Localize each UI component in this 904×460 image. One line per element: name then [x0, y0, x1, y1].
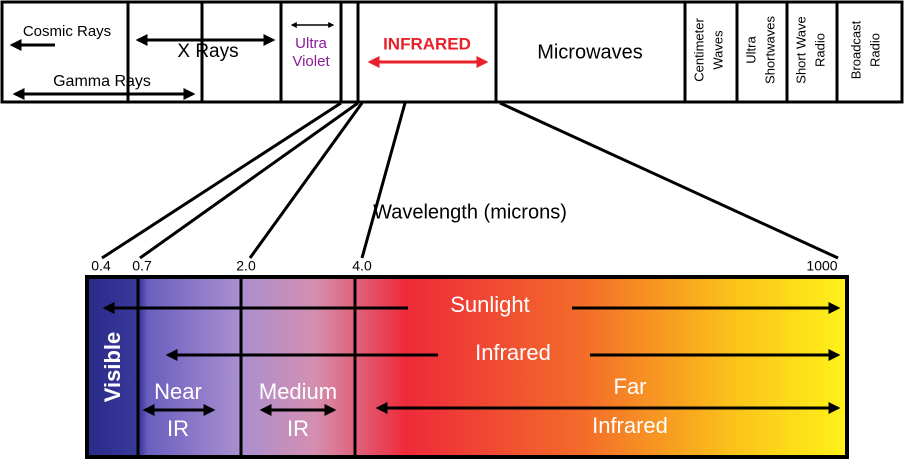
axis-title: Wavelength (microns)	[373, 201, 567, 223]
region-label: Near	[154, 379, 202, 404]
spectrum-box: Sunlight Infrared Visible Near IR Medium…	[85, 275, 849, 459]
band-label: Microwaves	[537, 41, 643, 63]
region-label: IR	[167, 416, 189, 441]
band-label: Waves	[710, 30, 725, 70]
band-label: Gamma Rays	[53, 73, 151, 90]
region-label: Visible	[100, 332, 125, 403]
region-label: Far	[614, 374, 647, 399]
band-label: Violet	[292, 53, 330, 70]
band-label: Cosmic Rays	[23, 23, 111, 40]
band-label: X Rays	[177, 41, 238, 62]
band-label: Radio	[812, 33, 827, 67]
tick-label: 2.0	[236, 258, 256, 274]
zoom-lines	[101, 101, 839, 260]
region-label: Infrared	[475, 340, 551, 365]
tick-label: 1000	[806, 258, 837, 274]
spectrum-header: Cosmic Rays Gamma Rays X Rays Ultra Viol…	[0, 0, 904, 104]
band-label: Ultra	[743, 36, 758, 64]
band-label: Centimeter	[691, 18, 706, 82]
tick-label: 0.4	[91, 258, 111, 274]
tick-label: 0.7	[132, 258, 152, 274]
band-label: Broadcast	[848, 20, 863, 79]
region-label: IR	[287, 416, 309, 441]
band-label: Short Wave	[793, 16, 808, 83]
band-label: Shortwaves	[762, 16, 777, 84]
band-label: Ultra	[295, 35, 327, 52]
tick-label: 4.0	[352, 258, 372, 274]
band-label: INFRARED	[383, 34, 471, 53]
band-label: Radio	[867, 33, 882, 67]
region-label: Sunlight	[450, 292, 530, 317]
region-label: Medium	[259, 379, 337, 404]
region-label: Infrared	[592, 413, 668, 438]
axis-ticks: 0.4 0.7 2.0 4.0 1000	[91, 258, 838, 274]
